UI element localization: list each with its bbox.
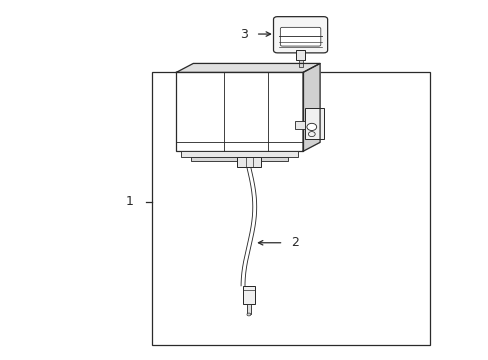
Bar xyxy=(152,72,429,345)
Bar xyxy=(298,60,302,67)
Text: 3: 3 xyxy=(240,28,248,41)
Bar xyxy=(237,157,260,167)
Bar xyxy=(305,108,324,139)
FancyBboxPatch shape xyxy=(273,17,327,53)
Text: 1: 1 xyxy=(126,195,134,208)
Bar xyxy=(296,50,305,60)
Bar xyxy=(294,121,305,129)
Bar xyxy=(243,286,254,304)
Bar xyxy=(181,151,298,157)
Polygon shape xyxy=(176,63,320,72)
Bar xyxy=(246,304,250,315)
FancyBboxPatch shape xyxy=(280,27,320,46)
Bar xyxy=(190,157,288,161)
Bar xyxy=(176,72,303,151)
Circle shape xyxy=(306,123,316,131)
Circle shape xyxy=(246,313,250,316)
Text: 2: 2 xyxy=(290,236,298,249)
Polygon shape xyxy=(303,63,320,151)
